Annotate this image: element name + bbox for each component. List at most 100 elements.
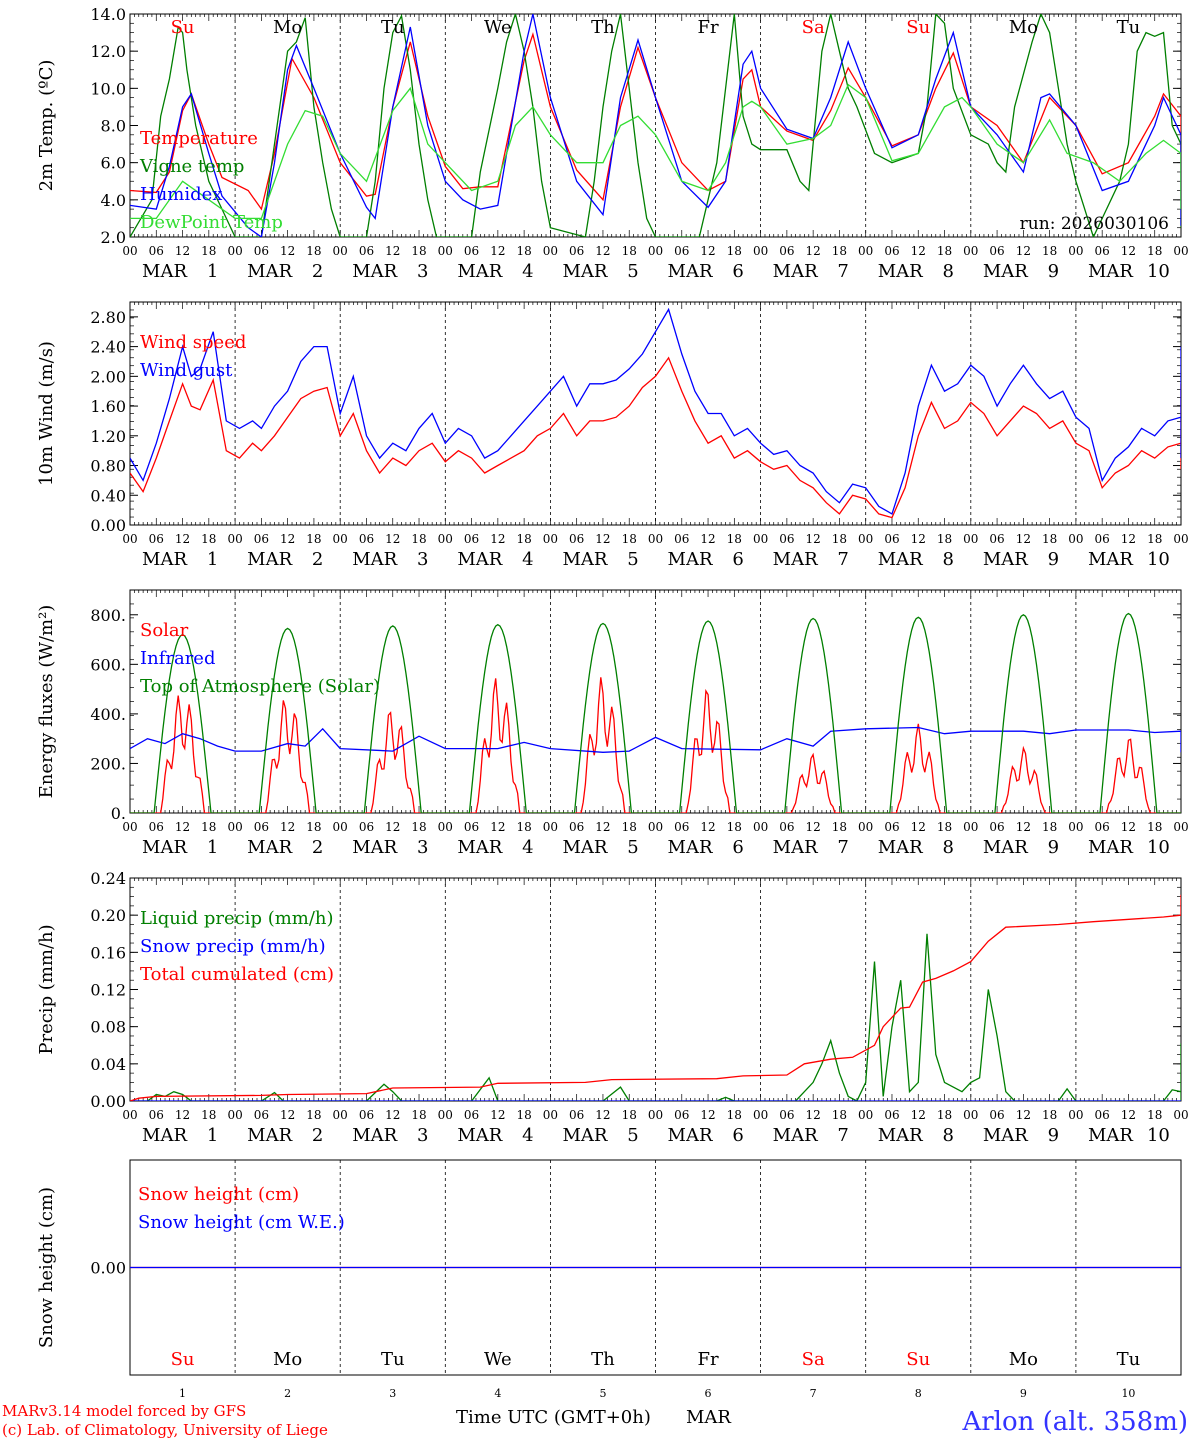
weekday-label: Fr xyxy=(698,17,719,38)
hour-tick-label: 12 xyxy=(490,820,505,834)
hour-tick-label: 18 xyxy=(832,532,847,546)
hour-tick-label: 12 xyxy=(1016,820,1031,834)
series-line-liquid-precip-mm-h- xyxy=(130,933,1181,1101)
day-number-label: 4 xyxy=(494,1387,501,1400)
hour-tick-label: 06 xyxy=(254,244,269,258)
hour-tick-label: 12 xyxy=(595,820,610,834)
hour-tick-label: 06 xyxy=(989,1108,1004,1122)
weekday-label: We xyxy=(484,1349,512,1370)
hour-tick-label: 00 xyxy=(543,244,558,258)
hour-tick-label: 12 xyxy=(1121,532,1136,546)
day-month-label: MAR xyxy=(1088,1125,1133,1146)
hour-tick-label: 00 xyxy=(122,532,137,546)
hour-tick-label: 06 xyxy=(674,820,689,834)
hour-tick-label: 18 xyxy=(1147,1108,1162,1122)
hour-tick-label: 18 xyxy=(727,532,742,546)
weekday-label: Su xyxy=(171,17,195,38)
hour-tick-label: 00 xyxy=(753,244,768,258)
hour-tick-label: 12 xyxy=(385,820,400,834)
hour-tick-label: 12 xyxy=(385,244,400,258)
hour-tick-label: 18 xyxy=(937,532,952,546)
hour-tick-label: 00 xyxy=(753,1108,768,1122)
day-number-label: 4 xyxy=(522,837,533,858)
hour-tick-label: 12 xyxy=(806,532,821,546)
hour-tick-label: 12 xyxy=(911,820,926,834)
series-line-vigne-temp xyxy=(130,14,1181,237)
weekday-label: Mo xyxy=(1009,1349,1038,1370)
hour-tick-label: 00 xyxy=(963,532,978,546)
legend-entry: Humidex xyxy=(140,184,222,205)
hour-tick-label: 18 xyxy=(411,532,426,546)
hour-tick-label: 00 xyxy=(333,1108,348,1122)
y-tick-label: 0. xyxy=(111,804,126,823)
plot-frame xyxy=(129,589,1182,814)
day-number-label: 10 xyxy=(1147,549,1170,570)
hour-tick-label: 12 xyxy=(175,820,190,834)
weekday-label: Fr xyxy=(698,1349,719,1370)
legend-entry: Solar xyxy=(140,620,189,641)
hour-tick-label: 06 xyxy=(149,532,164,546)
day-month-label: MAR xyxy=(878,837,923,858)
day-number-label: 6 xyxy=(732,261,743,282)
weekday-label: Tu xyxy=(1117,1349,1141,1370)
hour-tick-label: 18 xyxy=(727,244,742,258)
hour-tick-label: 06 xyxy=(779,1108,794,1122)
hour-tick-label: 06 xyxy=(569,1108,584,1122)
hour-tick-label: 12 xyxy=(911,244,926,258)
hour-tick-label: 00 xyxy=(1173,244,1188,258)
hour-tick-label: 12 xyxy=(911,1108,926,1122)
day-number-label: 6 xyxy=(732,837,743,858)
day-month-label: MAR xyxy=(668,1125,713,1146)
hour-tick-label: 12 xyxy=(700,820,715,834)
hour-tick-label: 06 xyxy=(359,244,374,258)
hour-tick-label: 18 xyxy=(832,820,847,834)
run-label: run: 2026030106 xyxy=(1020,214,1169,234)
hour-tick-label: 00 xyxy=(963,244,978,258)
hour-tick-label: 12 xyxy=(280,820,295,834)
y-tick-label: 14.0 xyxy=(90,5,126,24)
hour-tick-label: 06 xyxy=(884,1108,899,1122)
hour-tick-label: 00 xyxy=(543,820,558,834)
hour-tick-label: 00 xyxy=(227,244,242,258)
panel-flux: 00 06 12 18 00 06 12 18 00 06 12 18 00 06 12 18 00 06 12 18… xyxy=(36,589,1189,858)
day-month-label: MAR xyxy=(1088,261,1133,282)
day-month-label: MAR xyxy=(457,1125,502,1146)
hour-tick-label: 06 xyxy=(1095,532,1110,546)
hour-tick-label: 12 xyxy=(1121,244,1136,258)
hour-tick-label: 18 xyxy=(201,820,216,834)
hour-tick-label: 06 xyxy=(464,532,479,546)
hour-tick-label: 00 xyxy=(122,244,137,258)
weekday-label: Su xyxy=(171,1349,195,1370)
hour-tick-label: 00 xyxy=(648,820,663,834)
day-month-label: MAR xyxy=(773,261,818,282)
weekday-label: Mo xyxy=(273,1349,302,1370)
hour-tick-label: 12 xyxy=(595,244,610,258)
hour-tick-label: 06 xyxy=(149,1108,164,1122)
hour-tick-label: 06 xyxy=(569,244,584,258)
hour-tick-label: 18 xyxy=(411,244,426,258)
day-number-label: 2 xyxy=(312,1125,323,1146)
hour-tick-label: 06 xyxy=(359,1108,374,1122)
day-number-label: 9 xyxy=(1048,1125,1059,1146)
panel-snow: 0.00 Snow height (cm) Snow height (cm) Snow… xyxy=(36,1159,1182,1400)
hour-tick-label: 12 xyxy=(385,532,400,546)
hour-tick-label: 18 xyxy=(1042,532,1057,546)
hour-tick-label: 00 xyxy=(963,820,978,834)
day-number-label: 10 xyxy=(1121,1387,1135,1400)
hour-tick-label: 12 xyxy=(700,1108,715,1122)
y-axis-label: Precip (mm/h) xyxy=(36,924,57,1054)
series-line-solar xyxy=(130,677,1181,813)
y-axis-label: Energy fluxes (W/m²) xyxy=(36,605,57,799)
hour-tick-label: 06 xyxy=(1095,244,1110,258)
panel-temp: 00 06 12 18 00 06 12 18 00 06 12 18 00 06 12 18 00 06 12 18… xyxy=(36,5,1189,282)
y-tick-label: 200. xyxy=(90,754,126,773)
hour-tick-label: 12 xyxy=(490,244,505,258)
series-line-wind-gust xyxy=(130,307,1181,515)
hour-tick-label: 12 xyxy=(1016,244,1031,258)
hour-tick-label: 18 xyxy=(411,1108,426,1122)
hour-tick-label: 00 xyxy=(333,532,348,546)
day-month-label: MAR xyxy=(983,1125,1028,1146)
hour-tick-label: 00 xyxy=(1068,1108,1083,1122)
day-number-label: 8 xyxy=(943,837,954,858)
